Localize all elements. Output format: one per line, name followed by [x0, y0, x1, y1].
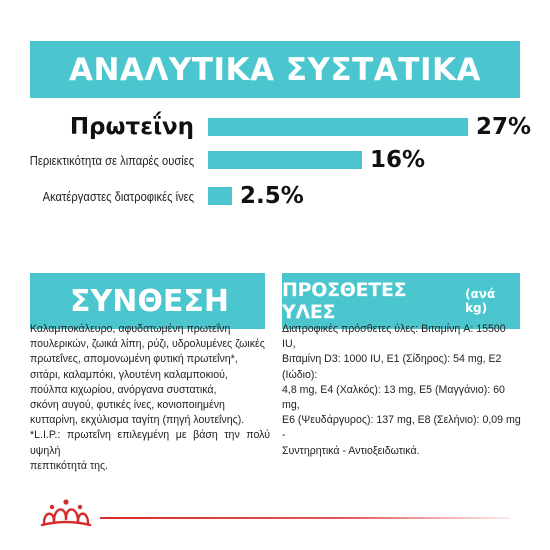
additives-line: E6 (Ψευδάργυρος): 137 mg, E8 (Σελήνιο): … [282, 414, 521, 442]
additives-line: Διατροφικές πρόσθετες ύλες: Βιταμίνη A: … [282, 323, 506, 351]
composition-line: πουλερικών, ζωικά λίπη, ρύζι, υδρολυμένε… [30, 338, 265, 351]
composition-title: ΣΥΝΘΕΣΗ [70, 283, 229, 319]
composition-line: σιτάρι, καλαμπόκι, γλουτένη καλαμποκιού, [30, 368, 228, 381]
footer-divider [100, 517, 510, 519]
nutrient-label: Ακατέργαστες διατροφικές ίνες [42, 188, 194, 204]
nutrient-value: 27% [476, 114, 532, 140]
composition-header: ΣΥΝΘΕΣΗ [30, 273, 265, 329]
nutrient-bar [208, 151, 362, 169]
royal-canin-crown-icon [40, 499, 92, 527]
analysis-title: ΑΝΑΛΥΤΙΚΑ ΣΥΣΤΑΤΙΚΑ [69, 51, 481, 88]
composition-line: *L.I.P.: πρωτεΐνη επιλεγμένη με βάση την… [30, 429, 270, 457]
composition-line: κυτταρίνη, εκχύλισμα ταγίτη (πηγή λουτεΐ… [30, 414, 245, 427]
additives-header: ΠΡΟΣΘΕΤΕΣ ΥΛΕΣ (ανά kg) [282, 273, 520, 329]
additives-title-suffix: (ανά kg) [465, 287, 496, 315]
composition-line: Καλαμποκάλευρο, αφυδατωμένη πρωτεΐνη [30, 323, 231, 335]
nutrient-label: Πρωτεΐνη [69, 114, 194, 140]
composition-line: πεπτικότητά της. [30, 459, 109, 472]
additives-line: Συντηρητικά - Αντιοξειδωτικά. [282, 444, 420, 457]
additives-line: 4,8 mg, E4 (Χαλκός): 13 mg, E5 (Μαγγάνιο… [282, 383, 505, 412]
nutrient-row-fibre: Ακατέργαστες διατροφικές ίνες 2.5% [0, 179, 550, 213]
nutrient-value: 2.5% [240, 183, 304, 209]
composition-line: πρωτεΐνες, απομονωμένη φυτική πρωτεΐνη*, [30, 353, 238, 366]
nutrient-bar [208, 118, 468, 136]
additives-title: ΠΡΟΣΘΕΤΕΣ ΥΛΕΣ [282, 279, 407, 323]
nutrient-value: 16% [370, 147, 426, 173]
additives-line: Βιταμίνη D3: 1000 IU, E1 (Σίδηρος): 54 m… [282, 353, 502, 381]
composition-line: σκόνη αυγού, φυτικές ίνες, κονιοποιημένη [30, 399, 225, 412]
analysis-header: ΑΝΑΛΥΤΙΚΑ ΣΥΣΤΑΤΙΚΑ [30, 41, 520, 98]
nutrient-label: Περιεκτικότητα σε λιπαρές ουσίες [29, 152, 194, 168]
additives-text: Διατροφικές πρόσθετες ύλες: Βιταμίνη A: … [282, 322, 522, 459]
composition-text: Καλαμποκάλευρο, αφυδατωμένη πρωτεΐνη που… [30, 322, 270, 474]
nutrient-bar [208, 187, 232, 205]
composition-line: πούλπα κιχωρίου, ανόργανα συστατικά, [30, 383, 217, 396]
nutrient-row-fat: Περιεκτικότητα σε λιπαρές ουσίες 16% [0, 143, 550, 177]
nutrient-row-protein: Πρωτεΐνη 27% [0, 110, 550, 144]
